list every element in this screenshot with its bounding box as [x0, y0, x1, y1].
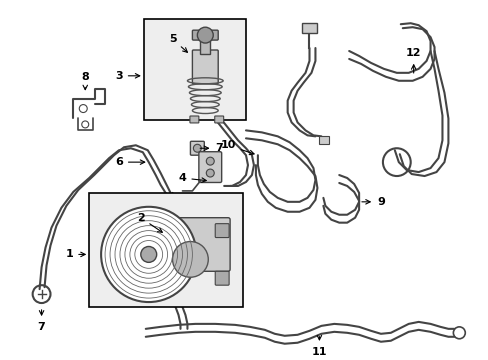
Text: 4: 4: [178, 173, 206, 183]
Bar: [89, 193, 243, 307]
Text: 7: 7: [38, 310, 45, 332]
Text: 6: 6: [115, 157, 144, 167]
Text: 2: 2: [137, 213, 162, 232]
Text: 11: 11: [311, 336, 326, 357]
Circle shape: [81, 121, 88, 128]
FancyBboxPatch shape: [215, 224, 229, 238]
Circle shape: [206, 157, 214, 165]
FancyBboxPatch shape: [189, 116, 199, 123]
FancyBboxPatch shape: [171, 218, 230, 271]
Circle shape: [141, 247, 156, 262]
Circle shape: [197, 27, 213, 43]
Text: 5: 5: [168, 34, 187, 52]
Circle shape: [172, 242, 208, 277]
FancyBboxPatch shape: [214, 116, 223, 123]
Circle shape: [79, 105, 87, 113]
Bar: [301, 23, 317, 33]
Text: 12: 12: [405, 48, 421, 73]
FancyBboxPatch shape: [190, 141, 204, 155]
Circle shape: [193, 144, 201, 152]
Text: 8: 8: [81, 72, 89, 90]
Circle shape: [101, 207, 196, 302]
Bar: [143, 19, 245, 121]
FancyBboxPatch shape: [192, 50, 218, 84]
Text: 1: 1: [65, 249, 85, 260]
FancyBboxPatch shape: [199, 152, 221, 183]
FancyBboxPatch shape: [192, 30, 218, 40]
FancyBboxPatch shape: [215, 271, 229, 285]
Circle shape: [206, 169, 214, 177]
Text: 10: 10: [220, 140, 254, 155]
Text: 3: 3: [115, 71, 140, 81]
Text: 9: 9: [361, 197, 384, 207]
Bar: [200, 36, 210, 54]
Text: 7: 7: [200, 143, 223, 153]
Bar: [319, 136, 328, 144]
